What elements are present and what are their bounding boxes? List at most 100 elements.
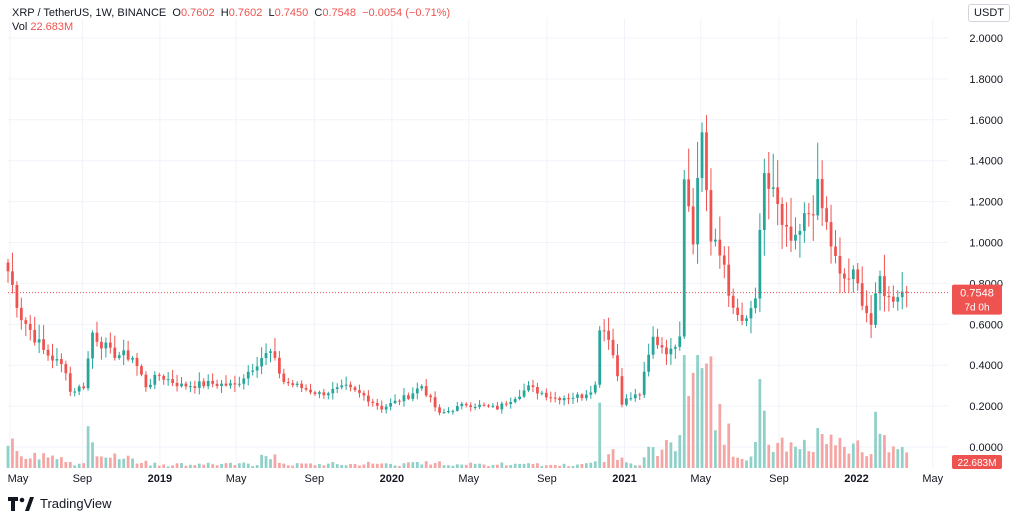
- candle: [157, 374, 161, 376]
- candle: [46, 349, 50, 356]
- volume-bar: [46, 457, 50, 468]
- candle: [86, 358, 90, 389]
- low-value: 0.7450: [274, 7, 309, 19]
- candle: [540, 392, 544, 394]
- candle: [865, 305, 869, 314]
- candle: [153, 374, 157, 385]
- candle: [291, 383, 295, 386]
- candle: [478, 404, 481, 407]
- volume-bar: [865, 456, 869, 468]
- high-label: H: [220, 7, 229, 19]
- volume-bar: [162, 464, 166, 468]
- volume-bar: [504, 465, 508, 468]
- candle: [758, 229, 762, 299]
- candle: [482, 404, 486, 406]
- volume-bar: [193, 465, 197, 468]
- volume-bar: [389, 463, 392, 468]
- volume-label: Vol: [12, 21, 28, 33]
- candle: [184, 383, 188, 387]
- candle: [544, 392, 548, 398]
- volume-bar: [371, 463, 375, 468]
- volume-bar: [544, 465, 548, 468]
- volume-bar: [202, 464, 206, 468]
- volume-bar: [709, 356, 713, 468]
- candle: [326, 393, 330, 396]
- candle: [464, 403, 468, 406]
- candle: [335, 387, 339, 389]
- candle: [718, 239, 722, 256]
- volume-bar: [411, 462, 415, 468]
- candle: [576, 394, 579, 398]
- volume-bar: [673, 451, 677, 468]
- candle: [682, 179, 686, 337]
- volume-bar: [464, 464, 468, 468]
- volume-bar: [6, 445, 10, 468]
- volume-bar: [874, 411, 877, 468]
- candle: [798, 230, 802, 235]
- volume-bar: [887, 452, 891, 468]
- volume-bar: [669, 442, 673, 468]
- x-tick-label: May: [458, 473, 479, 485]
- volume-bar: [11, 438, 14, 468]
- volume-bar: [638, 465, 642, 468]
- volume-bar: [189, 464, 192, 468]
- candle: [869, 313, 873, 325]
- tradingview-brand[interactable]: TradingView: [8, 496, 112, 511]
- candle: [851, 269, 855, 280]
- candle: [900, 291, 904, 298]
- volume-bar: [580, 464, 584, 468]
- candle: [273, 351, 277, 358]
- volume-bar: [656, 455, 659, 468]
- candle: [562, 398, 566, 401]
- x-tick-label: Sep: [305, 473, 325, 485]
- candle: [349, 384, 352, 388]
- volume-bar: [331, 462, 335, 468]
- volume-bar: [571, 466, 575, 468]
- volume-bar: [776, 442, 780, 468]
- volume-bar: [758, 379, 762, 468]
- volume-bar: [691, 372, 695, 468]
- candle: [660, 345, 664, 348]
- candle: [202, 381, 206, 387]
- volume-bar: [215, 465, 219, 468]
- volume-bar: [353, 463, 357, 468]
- symbol-label[interactable]: XRP / TetherUS, 1W, BINANCE: [12, 7, 167, 19]
- candle: [398, 400, 401, 402]
- currency-button[interactable]: USDT: [968, 4, 1010, 22]
- volume-bar: [42, 453, 45, 468]
- x-tick-label: May: [226, 473, 247, 485]
- volume-bar: [144, 460, 148, 468]
- volume-bar: [513, 463, 517, 468]
- candle: [42, 339, 45, 350]
- candle: [140, 366, 143, 375]
- candle: [304, 388, 308, 390]
- candle: [144, 374, 148, 388]
- volume-bar: [696, 355, 699, 468]
- candle: [411, 393, 415, 399]
- volume-bar: [620, 457, 624, 468]
- volume-bar: [273, 454, 277, 468]
- candle: [625, 398, 628, 405]
- price-tag-value: 0.7548: [960, 288, 994, 300]
- candle: [669, 348, 673, 355]
- volume-bar: [665, 440, 668, 468]
- candle: [104, 342, 108, 349]
- volume-bar: [727, 423, 731, 468]
- candle: [362, 392, 366, 396]
- volume-bar: [647, 446, 651, 468]
- price-tag-countdown: 7d 0h: [964, 303, 989, 314]
- volume-bar: [736, 457, 740, 468]
- volume-bar: [896, 449, 900, 468]
- candle: [269, 351, 272, 353]
- volume-bar: [420, 464, 424, 468]
- candle: [113, 347, 117, 358]
- volume-bar: [291, 465, 295, 468]
- volume-bar: [122, 458, 126, 468]
- candle: [180, 383, 183, 387]
- y-tick-label: 2.0000: [969, 33, 1003, 45]
- candle: [166, 379, 170, 381]
- volume-bar: [460, 464, 464, 468]
- volume-bar: [82, 463, 86, 468]
- volume-bar: [798, 449, 802, 468]
